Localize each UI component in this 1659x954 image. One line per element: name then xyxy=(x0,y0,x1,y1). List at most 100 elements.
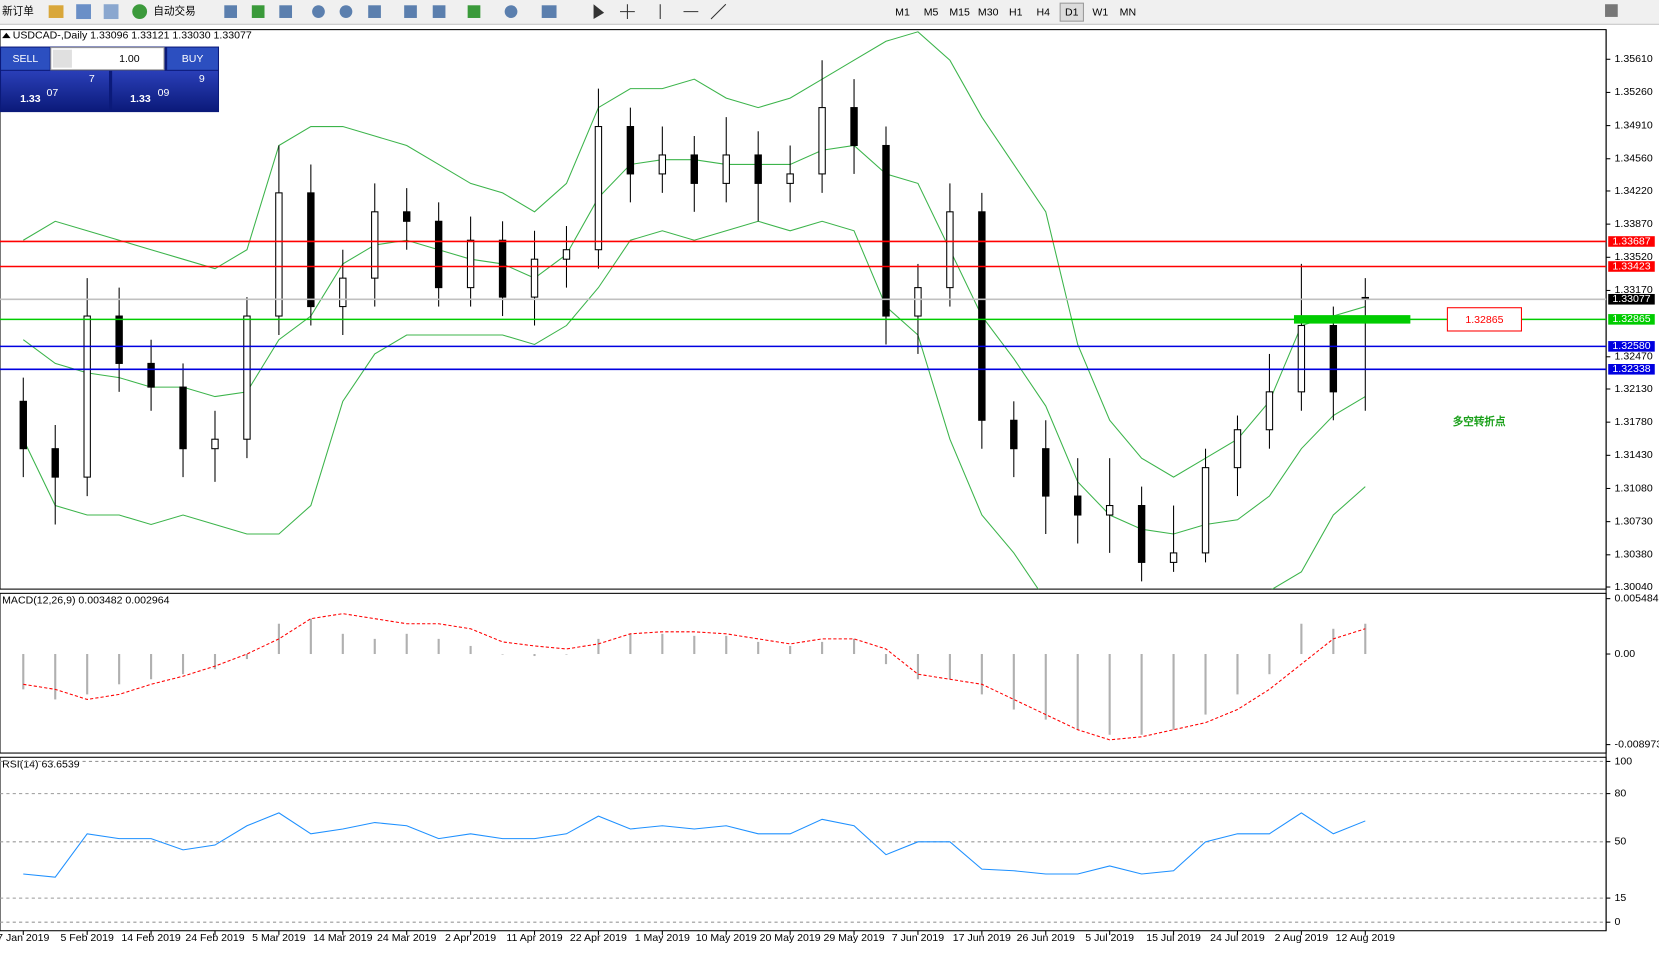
y-tick-label: 0.00 xyxy=(1615,648,1636,660)
search-icon[interactable] xyxy=(1605,4,1618,17)
y-tick-label: 1.30380 xyxy=(1615,549,1653,561)
icon[interactable] xyxy=(620,3,727,20)
icon[interactable] xyxy=(593,4,605,20)
candle-body xyxy=(1042,448,1050,497)
rsi-frame xyxy=(0,756,1607,932)
sell-label[interactable]: SELL xyxy=(12,53,38,65)
lot-spinner[interactable] xyxy=(52,49,72,68)
timeframe-button[interactable]: M15 xyxy=(949,6,970,18)
band-lower xyxy=(22,220,1366,590)
candle-body xyxy=(818,107,826,175)
bid-box[interactable] xyxy=(1,70,109,112)
ask-main: 09 xyxy=(158,87,170,99)
macd-bar xyxy=(277,623,280,655)
candle-body xyxy=(371,211,379,279)
sell-button[interactable] xyxy=(1,47,50,70)
y-tick-label: 100 xyxy=(1615,755,1633,767)
candle-body xyxy=(1105,505,1114,516)
collapse-icon[interactable] xyxy=(2,32,11,39)
y-tick-label: 1.30040 xyxy=(1615,581,1653,593)
y-tick-label: 1.33520 xyxy=(1615,251,1653,263)
icon[interactable] xyxy=(312,5,325,18)
callout-box xyxy=(1446,307,1522,332)
ask-box[interactable] xyxy=(112,70,218,112)
macd-bar xyxy=(1108,654,1111,735)
buy-button[interactable] xyxy=(167,47,218,70)
annotation: 多空转折点 xyxy=(1453,415,1506,428)
x-tick-label: 7 Jun 2019 xyxy=(892,932,944,944)
timeframe-button[interactable]: MN xyxy=(1120,6,1136,18)
icon[interactable] xyxy=(48,5,64,18)
y-tick-label: 0 xyxy=(1615,916,1621,928)
icon[interactable] xyxy=(504,5,518,18)
bid-big: 1.33 xyxy=(20,93,41,105)
macd-signal xyxy=(23,613,1366,741)
toolbar xyxy=(0,0,1659,25)
candle-body xyxy=(434,220,443,289)
icon[interactable] xyxy=(76,4,91,20)
candle-body xyxy=(786,173,794,184)
main-frame xyxy=(0,29,1607,590)
lot-input[interactable] xyxy=(50,47,165,71)
icon[interactable] xyxy=(132,4,148,20)
y-tick-label: -0.008973 xyxy=(1615,738,1659,750)
new-order-button[interactable]: 新订单 xyxy=(2,4,34,17)
y-tick-label: 1.33170 xyxy=(1615,284,1653,296)
candle-body xyxy=(339,277,347,308)
candle-body xyxy=(946,211,954,289)
timeframe-button[interactable]: H4 xyxy=(1036,6,1050,18)
macd-bar xyxy=(821,641,824,655)
lot-value[interactable]: 1.00 xyxy=(119,53,140,65)
macd-bar xyxy=(22,654,25,690)
icon[interactable] xyxy=(339,5,353,18)
icon[interactable] xyxy=(541,5,557,18)
icon[interactable] xyxy=(224,5,237,18)
macd-bar xyxy=(725,635,728,655)
ask-small: 9 xyxy=(199,73,205,85)
icon[interactable] xyxy=(251,5,265,18)
x-tick-label: 14 Feb 2019 xyxy=(121,932,180,944)
x-tick-label: 17 Jun 2019 xyxy=(953,932,1011,944)
icon[interactable] xyxy=(404,5,417,18)
x-tick-label: 10 May 2019 xyxy=(696,932,757,944)
macd-bar xyxy=(884,654,888,665)
macd-bar xyxy=(1300,623,1303,655)
icon[interactable] xyxy=(467,5,481,18)
icon[interactable] xyxy=(432,5,446,18)
icon[interactable] xyxy=(368,5,381,18)
level-marker xyxy=(1293,315,1411,324)
macd-bar xyxy=(437,638,440,655)
y-tick-label: 1.33870 xyxy=(1615,218,1653,230)
auto-trade-button[interactable]: 自动交易 xyxy=(153,4,195,17)
buy-label[interactable]: BUY xyxy=(182,53,204,65)
icon[interactable] xyxy=(279,5,293,18)
timeframe-button[interactable]: M1 xyxy=(895,6,910,18)
icon[interactable] xyxy=(103,4,119,20)
level-label: 1.32580 xyxy=(1612,340,1650,352)
timeframe-button[interactable]: M5 xyxy=(924,6,939,18)
macd-bar xyxy=(405,633,408,655)
candle-body xyxy=(1137,505,1146,563)
x-tick-label: 5 Jul 2019 xyxy=(1085,932,1134,944)
candle-body xyxy=(211,438,219,450)
timeframe-button[interactable]: M30 xyxy=(978,6,999,18)
macd-bar xyxy=(181,654,185,675)
macd-bar xyxy=(469,645,472,655)
timeframe-button[interactable]: D1 xyxy=(1065,6,1079,18)
macd-bar xyxy=(1044,654,1047,720)
callout: 1.32865 xyxy=(1465,314,1503,326)
tool-icons xyxy=(224,3,1618,20)
candle-body xyxy=(403,211,411,222)
timeframe-button[interactable]: W1 xyxy=(1092,6,1108,18)
timeframe-bar: M1 M5 M15 M30 H1 H4 D1 W1 MN xyxy=(895,2,1136,22)
timeframe-active[interactable] xyxy=(1059,2,1084,22)
timeframe-button[interactable]: H1 xyxy=(1009,6,1023,18)
macd-bar xyxy=(789,645,792,655)
y-tick-label: 1.30730 xyxy=(1615,515,1653,527)
macd-bar xyxy=(1204,654,1207,715)
level-label-bg xyxy=(1608,236,1655,247)
y-tick-label: 1.32470 xyxy=(1615,351,1653,363)
candle-body xyxy=(562,249,571,260)
